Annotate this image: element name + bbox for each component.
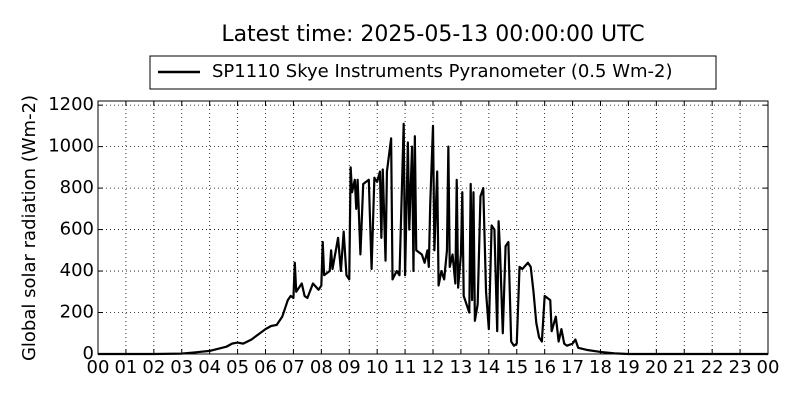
x-tick-label: 01 [114, 357, 137, 378]
y-tick-label: 400 [60, 260, 94, 281]
y-axis-label: Global solar radiation (Wm-2) [19, 95, 40, 361]
legend-box [149, 55, 717, 90]
x-tick-label: 12 [422, 357, 445, 378]
y-tick-label: 800 [60, 177, 94, 198]
y-tick-label: 1000 [48, 136, 94, 157]
x-tick-label: 17 [561, 357, 584, 378]
y-tick-label: 0 [83, 343, 94, 364]
x-tick-label: 07 [282, 357, 305, 378]
x-tick-label: 00 [87, 357, 110, 378]
y-tick-label: 1200 [48, 94, 94, 115]
x-tick-label: 03 [170, 357, 193, 378]
x-tick-label: 13 [449, 357, 472, 378]
x-tick-label: 18 [589, 357, 612, 378]
chart-title: Latest time: 2025-05-13 00:00:00 UTC [221, 22, 644, 47]
x-tick-label: 22 [701, 357, 724, 378]
x-tick-label: 20 [645, 357, 668, 378]
x-tick-label: 16 [533, 357, 556, 378]
x-tick-label: 10 [366, 357, 389, 378]
x-tick-label: 11 [394, 357, 417, 378]
y-tick-label: 600 [60, 219, 94, 240]
x-tick-label: 06 [254, 357, 277, 378]
legend-label: SP1110 Skye Instruments Pyranometer (0.5… [212, 61, 673, 82]
x-tick-label: 00 [757, 357, 780, 378]
x-tick-label: 02 [142, 357, 165, 378]
plot-frame [97, 100, 769, 355]
x-tick-label: 05 [226, 357, 249, 378]
x-tick-label: 04 [198, 357, 221, 378]
x-tick-label: 23 [729, 357, 752, 378]
data-line [98, 122, 768, 356]
x-tick-label: 14 [477, 357, 500, 378]
x-tick-label: 08 [310, 357, 333, 378]
x-tick-label: 21 [673, 357, 696, 378]
x-tick-label: 15 [505, 357, 528, 378]
y-tick-label: 200 [60, 302, 94, 323]
x-tick-label: 09 [338, 357, 361, 378]
x-tick-label: 19 [617, 357, 640, 378]
